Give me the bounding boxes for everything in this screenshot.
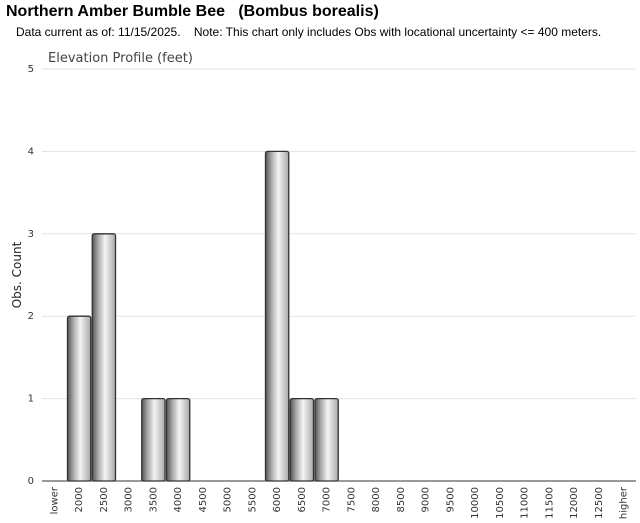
x-tick-label: 9000: [421, 487, 432, 512]
y-tick-label: 1: [28, 394, 34, 405]
bar: [91, 233, 117, 482]
x-tick-label: 8000: [371, 487, 382, 512]
x-tick-label: 5500: [247, 487, 258, 512]
page-subtitle: Data current as of: 11/15/2025. Note: Th…: [16, 25, 601, 39]
x-tick-label: 5000: [223, 487, 234, 512]
x-tick-label: higher: [619, 486, 630, 519]
x-tick-label: 12500: [594, 487, 605, 519]
bar: [314, 397, 339, 482]
y-tick-label: 4: [28, 146, 34, 157]
x-tick-label: 7000: [322, 487, 333, 512]
y-tick-label: 5: [28, 64, 34, 75]
x-tick-label: 12000: [569, 487, 580, 519]
chart-title: Elevation Profile (feet): [48, 51, 193, 66]
x-tick-label: 10500: [495, 487, 506, 519]
x-tick-label: 9500: [445, 487, 456, 512]
bar: [141, 397, 166, 482]
x-tick-label: 8500: [396, 487, 407, 512]
y-tick-label: 3: [28, 229, 34, 240]
x-tick-label: 2500: [99, 487, 110, 512]
x-tick-label: 7500: [346, 487, 357, 512]
x-tick-label: 4000: [173, 487, 184, 512]
y-axis-label: Obs. Count: [10, 241, 24, 308]
y-tick-label: 2: [28, 311, 34, 322]
bar: [289, 397, 315, 482]
y-tick-label: 0: [28, 476, 34, 487]
x-tick-label: 11000: [520, 487, 531, 519]
x-tick-label: 4500: [198, 487, 209, 512]
x-tick-label: lower: [49, 486, 60, 514]
x-tick-label: 11500: [544, 487, 555, 519]
x-tick-label: 10000: [470, 487, 481, 519]
x-tick-label: 3000: [124, 487, 135, 512]
bar: [66, 315, 92, 482]
bar: [264, 150, 290, 482]
page-title: Northern Amber Bumble Bee (Bombus boreal…: [6, 3, 379, 20]
x-tick-label: 6000: [272, 487, 283, 512]
bar: [165, 397, 191, 482]
x-tick-label: 6500: [297, 487, 308, 512]
x-tick-label: 3500: [148, 487, 159, 512]
x-tick-label: 2000: [74, 487, 85, 512]
